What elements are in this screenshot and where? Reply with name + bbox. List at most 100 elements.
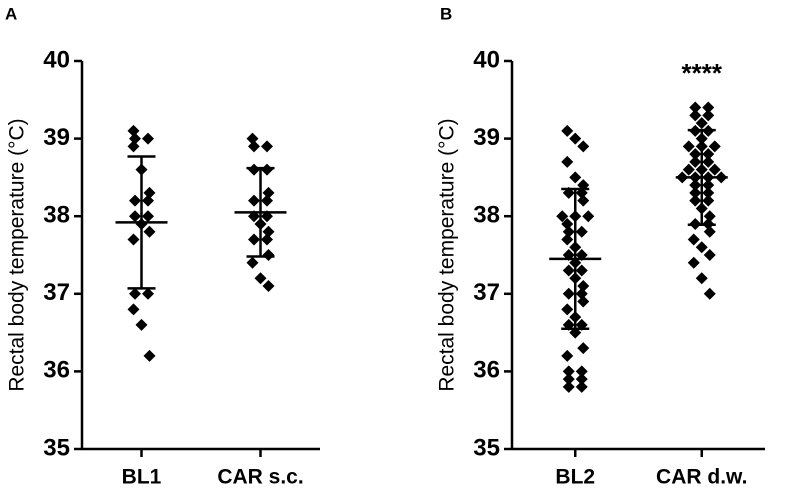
panel-label: B bbox=[440, 4, 452, 23]
data-point bbox=[682, 140, 695, 153]
data-point bbox=[248, 233, 260, 246]
data-point bbox=[708, 140, 721, 153]
data-point bbox=[261, 163, 273, 176]
data-point bbox=[702, 101, 715, 114]
significance-annotation: **** bbox=[682, 58, 723, 88]
y-tick-label: 39 bbox=[473, 124, 500, 151]
data-point bbox=[687, 233, 700, 246]
data-point bbox=[702, 109, 715, 122]
data-point bbox=[142, 210, 154, 223]
data-point bbox=[135, 318, 148, 331]
data-point bbox=[262, 186, 275, 199]
data-point bbox=[561, 155, 574, 168]
data-point bbox=[143, 186, 156, 199]
data-point bbox=[703, 225, 716, 238]
data-point bbox=[142, 132, 154, 145]
data-point bbox=[248, 194, 260, 207]
data-point bbox=[577, 194, 590, 207]
x-tick-label: CAR s.c. bbox=[217, 466, 303, 489]
data-point bbox=[702, 194, 715, 207]
data-point bbox=[577, 342, 590, 355]
panel-label: A bbox=[5, 4, 17, 23]
data-point bbox=[577, 295, 590, 308]
data-point bbox=[695, 241, 708, 254]
y-tick-label: 35 bbox=[43, 434, 70, 461]
data-point bbox=[689, 109, 702, 122]
data-point bbox=[708, 163, 721, 176]
data-point bbox=[142, 287, 154, 300]
data-point bbox=[561, 217, 574, 230]
data-point bbox=[246, 256, 259, 269]
y-tick-label: 37 bbox=[43, 279, 70, 306]
data-point bbox=[262, 249, 275, 261]
data-point bbox=[703, 210, 716, 223]
data-point bbox=[577, 140, 590, 153]
data-point bbox=[569, 132, 582, 145]
data-point bbox=[575, 373, 588, 386]
data-point bbox=[703, 249, 716, 261]
data-point bbox=[689, 194, 702, 207]
data-point bbox=[248, 163, 260, 176]
x-tick-label: BL2 bbox=[555, 466, 595, 489]
data-point bbox=[702, 179, 715, 192]
data-point bbox=[703, 287, 716, 300]
data-point bbox=[129, 210, 141, 223]
y-axis-label: Rectal body temperature (°C) bbox=[436, 118, 459, 391]
data-point bbox=[689, 186, 702, 199]
data-point bbox=[129, 287, 141, 300]
y-tick-label: 38 bbox=[43, 202, 70, 229]
data-point bbox=[689, 148, 702, 161]
data-point bbox=[261, 194, 273, 207]
data-point bbox=[561, 303, 574, 316]
y-tick-label: 36 bbox=[43, 357, 70, 384]
data-point bbox=[561, 124, 574, 137]
data-point bbox=[569, 171, 582, 184]
data-point bbox=[246, 132, 259, 145]
y-tick-label: 35 bbox=[473, 434, 500, 461]
data-point bbox=[261, 233, 273, 246]
y-tick-label: 38 bbox=[473, 202, 500, 229]
data-point bbox=[702, 148, 715, 161]
data-point bbox=[702, 155, 715, 168]
data-point bbox=[562, 373, 575, 386]
data-point bbox=[575, 287, 588, 300]
data-point bbox=[143, 349, 156, 362]
data-point bbox=[575, 365, 588, 378]
y-tick-label: 37 bbox=[473, 279, 500, 306]
data-point bbox=[262, 225, 275, 238]
x-tick-label: BL1 bbox=[122, 466, 162, 489]
y-axis-label: Rectal body temperature (°C) bbox=[6, 118, 29, 391]
y-tick-label: 36 bbox=[473, 357, 500, 384]
data-point bbox=[562, 365, 575, 378]
y-tick-label: 40 bbox=[43, 46, 70, 73]
data-point bbox=[575, 380, 588, 393]
data-point bbox=[143, 225, 156, 238]
data-point bbox=[582, 210, 595, 223]
data-point bbox=[261, 140, 273, 153]
data-point bbox=[127, 303, 140, 316]
data-point bbox=[682, 163, 695, 176]
data-point bbox=[695, 272, 708, 285]
data-point bbox=[562, 287, 575, 300]
data-point bbox=[695, 117, 708, 130]
data-point bbox=[248, 140, 260, 153]
data-point bbox=[575, 264, 588, 277]
data-point bbox=[702, 186, 715, 199]
data-point bbox=[556, 210, 569, 223]
data-point bbox=[689, 101, 702, 114]
data-point bbox=[687, 256, 700, 269]
data-point bbox=[262, 280, 275, 293]
data-point bbox=[254, 272, 267, 285]
data-point bbox=[561, 349, 574, 362]
data-point bbox=[127, 124, 140, 137]
data-point bbox=[129, 132, 141, 145]
data-point bbox=[562, 380, 575, 393]
data-point bbox=[577, 280, 590, 293]
data-point bbox=[562, 225, 575, 238]
x-tick-label: CAR d.w. bbox=[656, 466, 747, 489]
data-point bbox=[575, 225, 588, 238]
data-point bbox=[562, 264, 575, 277]
data-point bbox=[127, 233, 140, 246]
data-point bbox=[142, 194, 154, 207]
